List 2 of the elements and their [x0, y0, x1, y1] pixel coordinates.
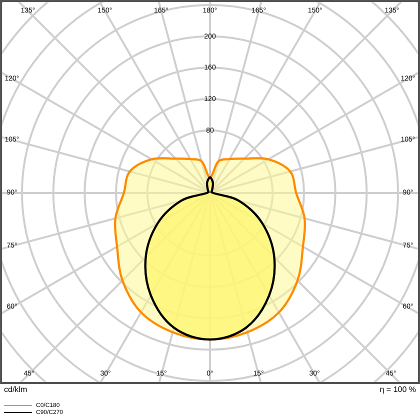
text: η = 100 %	[380, 385, 416, 394]
text: cd/klm	[4, 385, 28, 394]
